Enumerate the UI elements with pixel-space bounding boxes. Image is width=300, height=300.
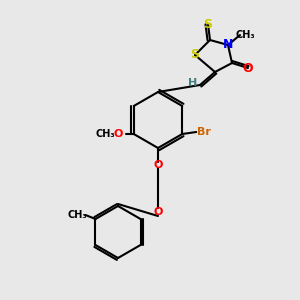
Text: Br: Br bbox=[197, 127, 211, 137]
Text: CH₃: CH₃ bbox=[68, 210, 87, 220]
Text: O: O bbox=[153, 160, 163, 170]
Text: O: O bbox=[113, 129, 122, 139]
Text: CH₃: CH₃ bbox=[96, 129, 116, 139]
Text: S: S bbox=[190, 49, 200, 62]
Text: O: O bbox=[153, 207, 163, 217]
Text: O: O bbox=[243, 61, 253, 74]
Text: S: S bbox=[203, 17, 212, 31]
Text: CH₃: CH₃ bbox=[235, 30, 255, 40]
Text: H: H bbox=[188, 78, 198, 88]
Text: N: N bbox=[223, 38, 233, 52]
